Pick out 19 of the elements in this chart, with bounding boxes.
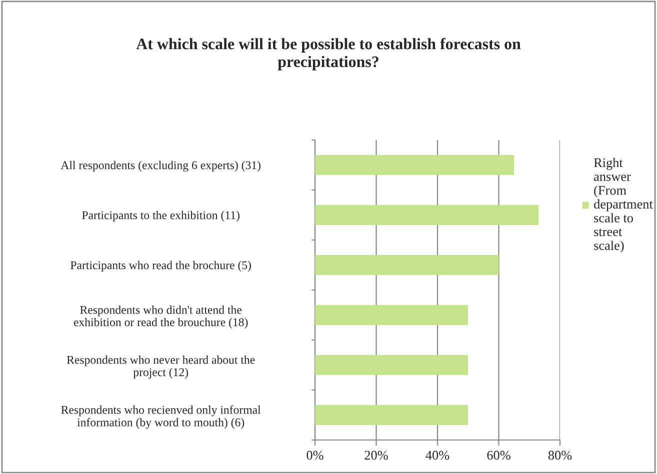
bar: [315, 155, 514, 175]
x-tick-label: 60%: [487, 450, 510, 460]
y-tick-label: Respondents who never heard about the project (12): [66, 356, 255, 379]
x-tick-label: 40%: [426, 450, 450, 460]
x-tick-label: 20%: [364, 450, 388, 460]
y-tick-label: Respondents who recienved only informal information (by word to mouth) (6): [61, 405, 261, 429]
legend-label: Right answer (From department scale to street scale): [594, 158, 653, 253]
x-tick-label: 0%: [306, 450, 324, 460]
y-tick-label: All respondents (excluding 6 experts) (31): [60, 160, 260, 172]
bar: [315, 355, 468, 375]
y-tick-label: Participants to the exhibition (11): [82, 210, 240, 222]
bar: [315, 205, 539, 225]
chart-title: At which scale will it be possible to establish forecasts on precipitations?: [136, 38, 521, 70]
y-tick-label: Participants who read the brochure (5): [70, 260, 251, 272]
y-tick-label: Respondents who didn't attend the exhibition or read the brouchure (18): [74, 306, 248, 329]
bar: [315, 305, 468, 325]
bar: [315, 405, 468, 425]
x-tick-label: 80%: [548, 450, 572, 460]
bar: [315, 255, 499, 275]
